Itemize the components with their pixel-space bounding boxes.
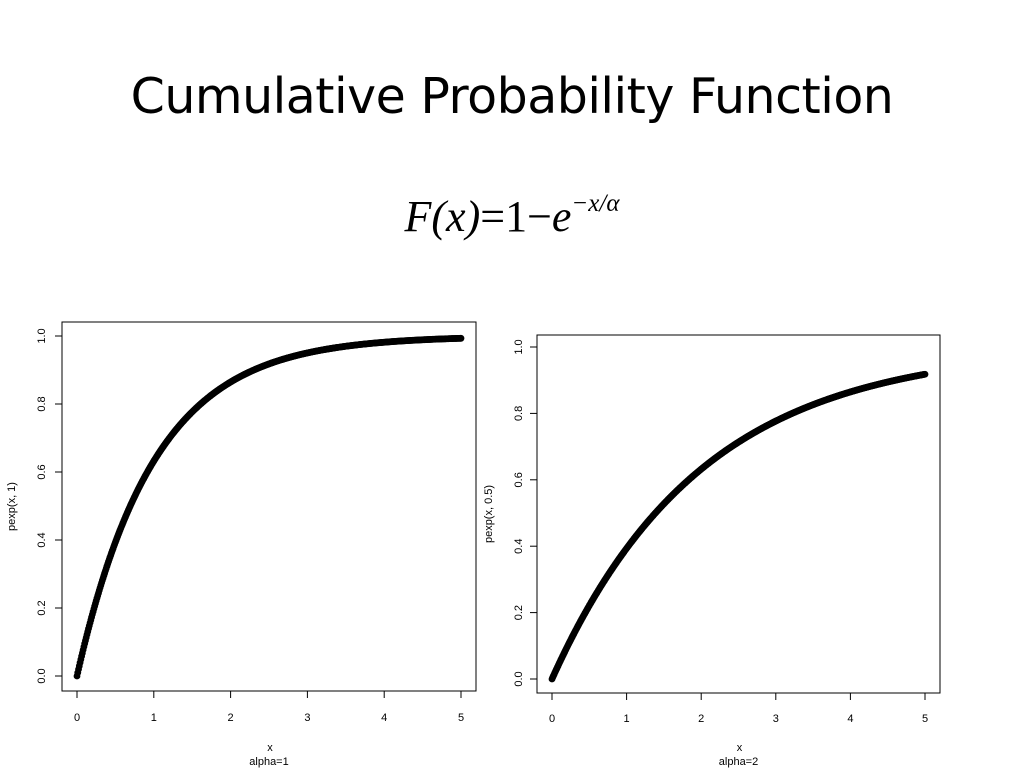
x-tick-label: 0	[549, 713, 555, 725]
y-tick-label: 0.2	[36, 600, 48, 615]
x-tick-label: 3	[304, 712, 310, 724]
y-tick-label: 0.0	[36, 668, 48, 683]
x-axis-label: x	[267, 742, 273, 754]
y-axis-label: pexp(x, 1)	[6, 482, 18, 531]
plot-frame	[536, 334, 941, 694]
x-tick-label: 0	[74, 712, 80, 724]
x-axis-sublabel: alpha=2	[719, 756, 758, 768]
y-tick-label: 0.4	[36, 532, 48, 547]
y-tick-label: 1.0	[513, 339, 525, 354]
formula-exponent: −x/α	[571, 190, 620, 217]
cdf-point-series	[548, 370, 929, 683]
y-tick-label: 0.2	[513, 605, 525, 620]
cdf-plot-alpha-1: 0 1 2 3 4 5 0.0 0.2 0.4 0.6 0.8 1.0 x alpha=1 pexp(x, …	[6, 321, 477, 768]
x-tick-label: 3	[773, 713, 779, 725]
y-tick-label: 0.8	[513, 406, 525, 421]
formula-one: 1	[505, 192, 528, 241]
y-tick-label: 0.6	[513, 472, 525, 487]
y-tick-label: 0.0	[513, 671, 525, 686]
cdf-formula: F(x)=1−e−x/α	[0, 176, 1024, 245]
cdf-point	[921, 370, 929, 378]
y-axis-label: pexp(x, 0.5)	[483, 485, 495, 543]
formula-minus: −	[527, 192, 552, 241]
x-tick-label: 2	[228, 712, 234, 724]
y-tick-label: 0.8	[36, 396, 48, 411]
y-tick-label: 1.0	[36, 328, 48, 343]
x-tick-label: 1	[151, 712, 157, 724]
x-tick-label: 2	[698, 713, 704, 725]
y-tick-label: 0.6	[36, 464, 48, 479]
cdf-point	[457, 334, 465, 342]
slide-title: Cumulative Probability Function	[130, 68, 894, 125]
y-tick-label: 0.4	[513, 539, 525, 554]
x-tick-label: 5	[458, 712, 464, 724]
x-tick-label: 4	[381, 712, 387, 724]
x-tick-label: 5	[922, 713, 928, 725]
cdf-point-series	[73, 334, 465, 680]
x-axis-label: x	[737, 742, 743, 754]
x-axis-sublabel: alpha=1	[249, 756, 288, 768]
x-tick-label: 1	[624, 713, 630, 725]
x-tick-label: 4	[847, 713, 853, 725]
formula-equals: =	[480, 192, 506, 241]
formula-lhs: F(x)	[404, 192, 481, 241]
formula-base: e	[551, 192, 572, 241]
